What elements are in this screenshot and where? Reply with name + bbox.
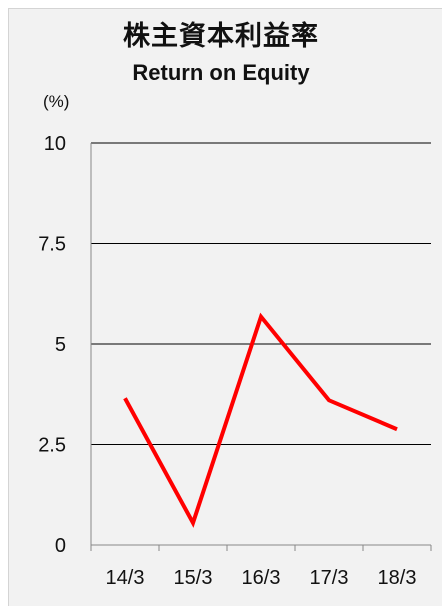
x-tick-label: 16/3 bbox=[242, 567, 281, 589]
chart-subtitle: Return on Equity bbox=[132, 60, 310, 85]
y-tick-label: 7.5 bbox=[38, 234, 66, 256]
x-tick-label: 15/3 bbox=[174, 567, 213, 589]
series-layer bbox=[123, 312, 398, 528]
series-line-roe bbox=[123, 312, 398, 528]
y-tick-label: 2.5 bbox=[38, 435, 66, 457]
y-tick-label: 0 bbox=[55, 535, 66, 557]
x-tick-label: 14/3 bbox=[106, 567, 145, 589]
axes bbox=[90, 143, 432, 551]
x-tick-labels: 14/3 15/3 16/3 17/3 18/3 bbox=[106, 567, 417, 589]
y-tick-labels: 0 2.5 5 7.5 10 bbox=[38, 133, 66, 557]
y-tick-label: 10 bbox=[44, 133, 66, 155]
y-axis-unit-label: (%) bbox=[43, 92, 70, 111]
chart-panel bbox=[8, 8, 442, 606]
x-tick-label: 17/3 bbox=[310, 567, 349, 589]
chart-title: 株主資本利益率 bbox=[123, 21, 319, 52]
y-tick-label: 5 bbox=[55, 334, 66, 356]
gridlines bbox=[91, 142, 431, 445]
x-tick-label: 18/3 bbox=[378, 567, 417, 589]
